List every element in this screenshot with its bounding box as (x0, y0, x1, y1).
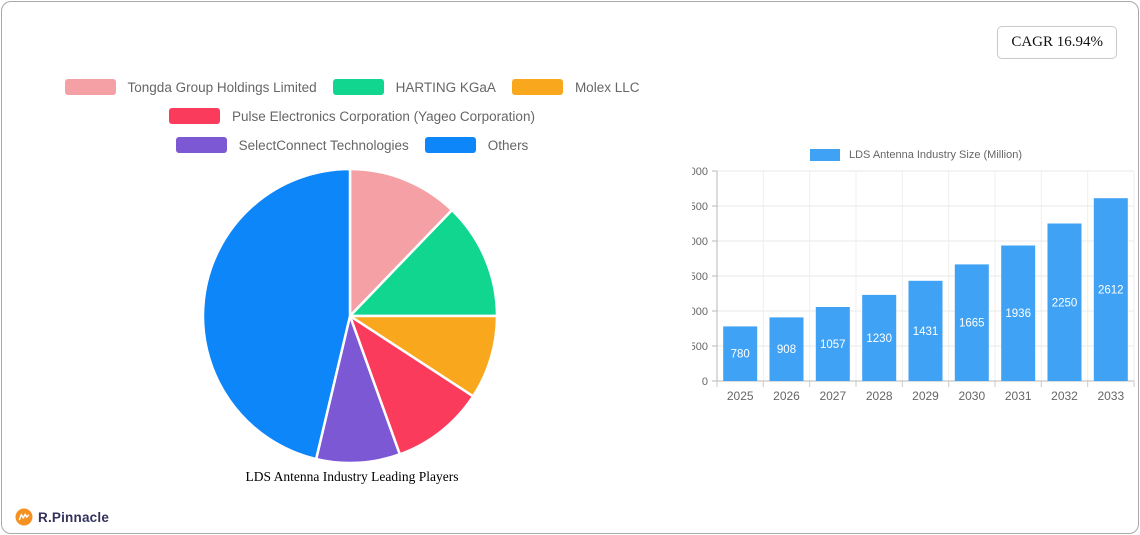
pie-slice-5[interactable] (201, 167, 352, 461)
svg-text:2026: 2026 (773, 389, 800, 403)
svg-text:1665: 1665 (959, 318, 985, 330)
brand-logo-text: R.Pinnacle (38, 509, 110, 525)
svg-text:0: 0 (702, 376, 708, 388)
pie-legend-label: SelectConnect Technologies (238, 137, 409, 153)
svg-text:2030: 2030 (958, 389, 985, 403)
bar-legend-item[interactable]: LDS Antenna Industry Size (Million) (692, 149, 1140, 161)
pie-legend-row: SelectConnect Technologies Others (2, 137, 702, 153)
svg-text:2032: 2032 (1051, 389, 1078, 403)
pie-slice-2[interactable] (348, 314, 499, 398)
pie-slice-1[interactable] (348, 208, 499, 318)
cagr-badge: CAGR 16.94% (997, 26, 1117, 59)
pie-slice-0[interactable] (348, 167, 454, 318)
pie-legend-label: Molex LLC (574, 79, 640, 95)
svg-text:2025: 2025 (727, 389, 754, 403)
bar-legend-label: LDS Antenna Industry Size (Million) (848, 149, 1023, 161)
bar-2028[interactable] (862, 294, 897, 381)
pie-chart-title: LDS Antenna Industry Leading Players (245, 469, 459, 484)
bar-2025[interactable] (723, 326, 758, 381)
svg-text:1500: 1500 (692, 271, 708, 283)
pie-legend-item[interactable]: HARTING KGaA (332, 79, 496, 95)
pie-legend-swatch (169, 108, 221, 124)
svg-text:1431: 1431 (913, 326, 939, 338)
svg-text:2500: 2500 (692, 201, 708, 213)
bar-2027[interactable] (815, 307, 850, 381)
svg-text:780: 780 (731, 349, 750, 361)
pie-legend-row: Pulse Electronics Corporation (Yageo Cor… (2, 108, 702, 124)
logo-wave-icon (15, 508, 33, 526)
bar-chart: LDS Antenna Industry Size (Million) 0 500… (692, 147, 1140, 417)
svg-text:500: 500 (692, 341, 708, 353)
bar-2033[interactable] (1093, 198, 1128, 381)
pie-legend-label: Tongda Group Holdings Limited (127, 79, 317, 95)
pie-legend-item[interactable]: Others (424, 137, 529, 153)
pie-legend-label: Others (487, 137, 529, 153)
bar-2031[interactable] (1001, 245, 1036, 382)
brand-logo: R.Pinnacle (15, 508, 109, 526)
pie-legend-label: Pulse Electronics Corporation (Yageo Cor… (232, 108, 535, 124)
svg-text:3000: 3000 (692, 166, 708, 178)
pie-legend-swatch (424, 137, 476, 153)
pie-chart (201, 167, 499, 465)
svg-text:2028: 2028 (866, 389, 893, 403)
svg-text:1057: 1057 (820, 339, 846, 351)
pie-legend-item[interactable]: SelectConnect Technologies (175, 137, 409, 153)
svg-text:2033: 2033 (1097, 389, 1124, 403)
svg-text:1000: 1000 (692, 306, 708, 318)
svg-text:2029: 2029 (912, 389, 939, 403)
svg-text:2250: 2250 (1052, 297, 1078, 309)
bar-2032[interactable] (1047, 223, 1082, 382)
svg-text:2027: 2027 (819, 389, 846, 403)
bar-2029[interactable] (908, 280, 943, 381)
bar-legend-swatch (809, 149, 840, 161)
svg-text:908: 908 (777, 344, 796, 356)
bar-2030[interactable] (954, 264, 989, 381)
pie-legend-item[interactable]: Tongda Group Holdings Limited (64, 79, 317, 95)
pie-slice-4[interactable] (314, 314, 402, 465)
pie-legend-row: Tongda Group Holdings Limited HARTING KGa… (2, 79, 702, 95)
bar-chart-plot: 0 500 1000 1500 2000 2500 3000 780 2025 908 2026 10… (692, 166, 1135, 403)
pie-legend-swatch (511, 79, 563, 95)
pie-legend-swatch (64, 79, 116, 95)
pie-legend-item[interactable]: Molex LLC (511, 79, 640, 95)
svg-text:2612: 2612 (1098, 285, 1124, 297)
svg-text:2031: 2031 (1005, 389, 1032, 403)
svg-text:1230: 1230 (866, 333, 892, 345)
pie-legend-item[interactable]: Pulse Electronics Corporation (Yageo Cor… (169, 108, 535, 124)
svg-text:1936: 1936 (1005, 308, 1031, 320)
pie-slice-3[interactable] (348, 314, 475, 456)
svg-text:2000: 2000 (692, 236, 708, 248)
pie-legend: Tongda Group Holdings Limited HARTING KGa… (2, 79, 702, 153)
bar-2026[interactable] (769, 317, 804, 381)
pie-legend-label: HARTING KGaA (395, 79, 496, 95)
pie-legend-swatch (332, 79, 384, 95)
pie-legend-swatch (175, 137, 227, 153)
